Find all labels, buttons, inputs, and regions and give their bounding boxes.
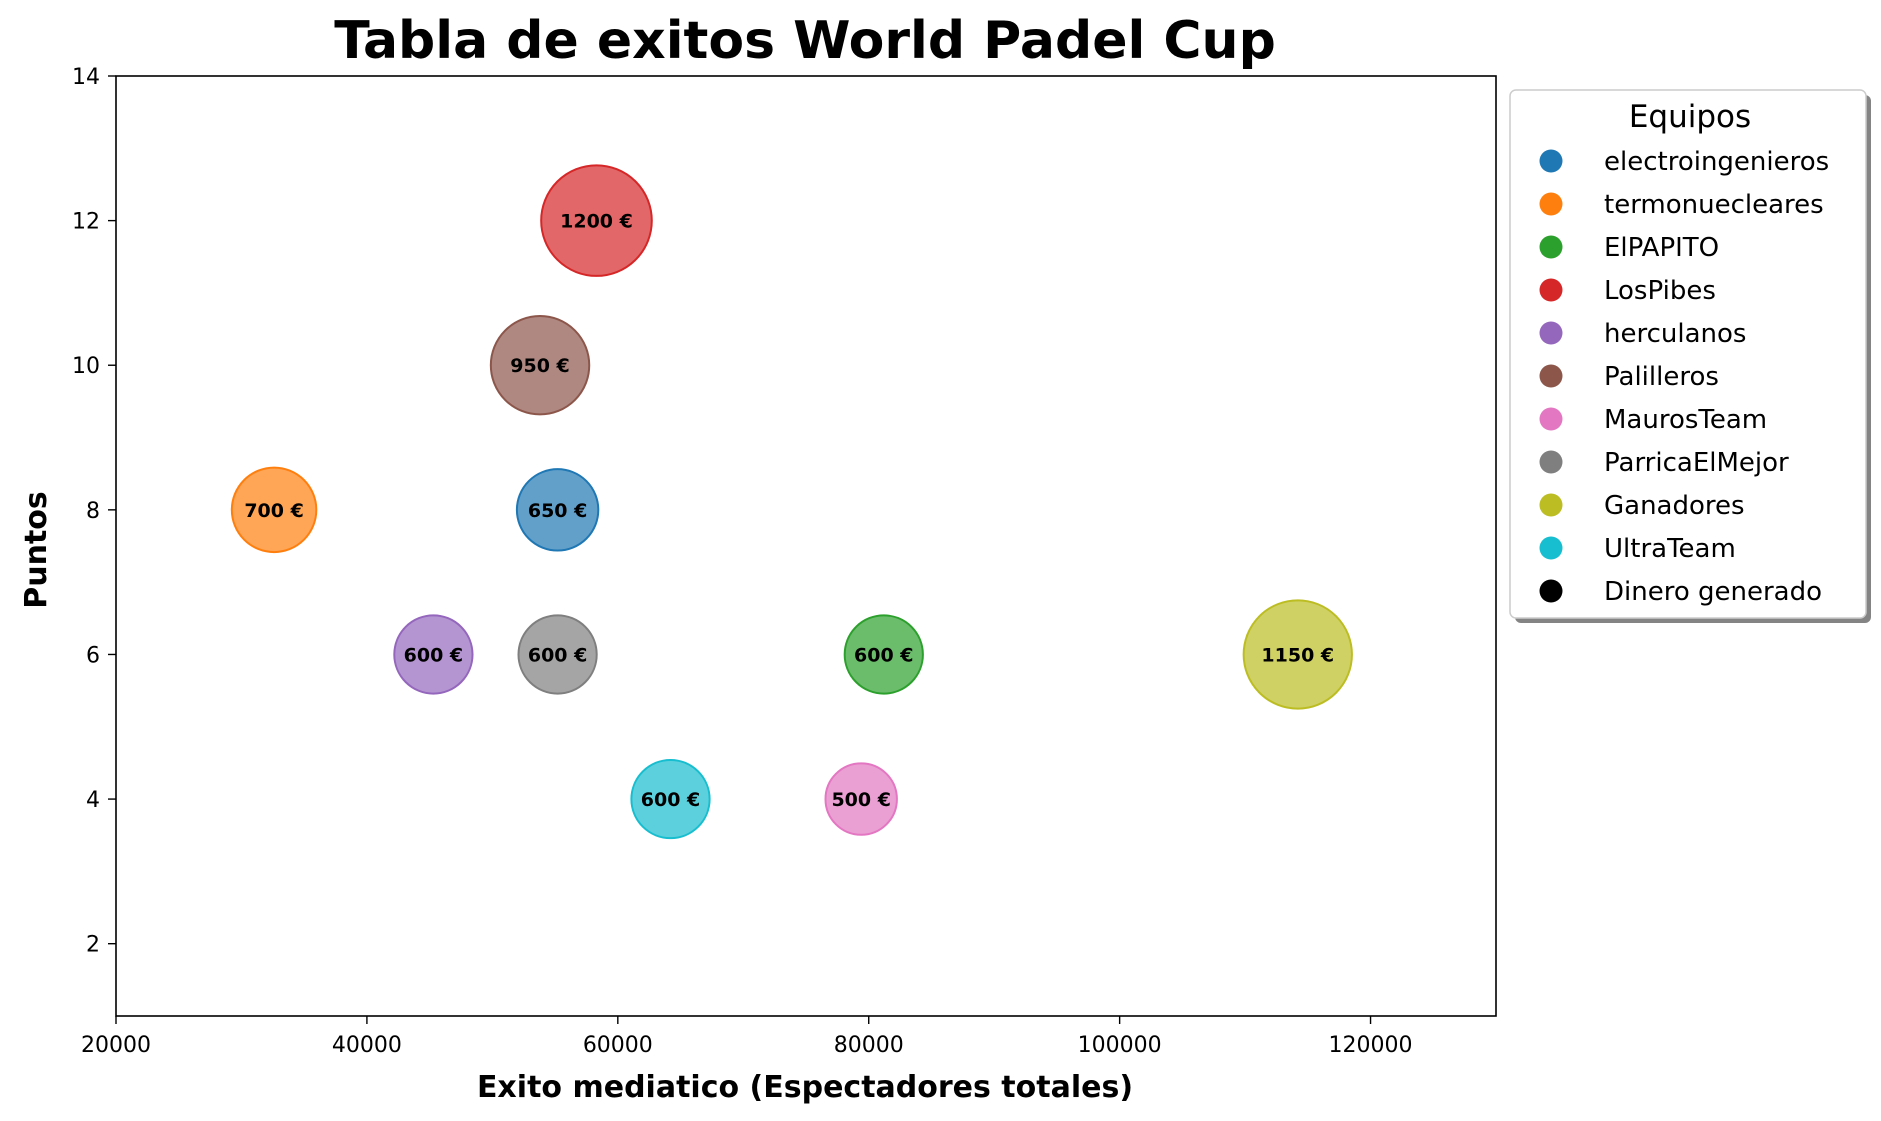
plot-frame	[115, 75, 1497, 1017]
y-tick-label: 2	[86, 933, 100, 958]
bubble-label: 600 €	[854, 644, 914, 666]
bubble-point	[843, 614, 924, 695]
legend-marker	[1539, 450, 1563, 474]
legend-entry: Ganadores	[1604, 491, 1745, 521]
legend-entry: electroingenieros	[1604, 147, 1829, 177]
bubble-point	[517, 614, 598, 695]
bubble-label: 500 €	[831, 789, 891, 811]
legend-marker	[1539, 235, 1563, 259]
legend-entry: LosPibes	[1604, 276, 1716, 306]
bubbles: 650 € 700 € 600 € 1200 € 600 € 950 € 500 € 600 …	[230, 164, 1353, 840]
bubble-label: 950 €	[510, 355, 570, 377]
bubble-point	[630, 758, 711, 840]
y-tick-label: 6	[86, 643, 100, 668]
bubble-label: 1200 €	[560, 211, 633, 233]
legend-marker	[1539, 192, 1563, 216]
y-tick-label: 4	[86, 788, 100, 813]
legend-title: Equipos	[1629, 99, 1751, 135]
legend-box	[1509, 89, 1867, 619]
x-tick-label: 120000	[1329, 1033, 1413, 1058]
bubble-label: 700 €	[244, 500, 304, 522]
legend-entry: herculanos	[1604, 319, 1746, 349]
legend-entry: termonuecleares	[1604, 190, 1824, 220]
legend-marker	[1539, 579, 1563, 603]
bubble-point	[515, 468, 600, 552]
bubble-point	[393, 614, 474, 695]
bubble-point	[1242, 599, 1353, 710]
plot-area	[115, 75, 1497, 1017]
y-tick-label: 12	[72, 210, 100, 235]
bubble-label: 600 €	[641, 789, 701, 811]
legend-entry: UltraTeam	[1604, 534, 1736, 564]
y-axis-label: Puntos	[19, 491, 54, 609]
legend: Equipos electroingenieros termonuecleares E…	[1509, 89, 1871, 623]
y-tick-label: 8	[86, 499, 100, 524]
legend-marker	[1539, 278, 1563, 302]
x-axis: 20000 40000 60000 80000 100000 120000	[81, 1016, 1413, 1058]
y-tick-label: 10	[72, 354, 100, 379]
legend-entry: Dinero generado	[1604, 577, 1822, 607]
bubble-point	[230, 466, 318, 554]
bubble-point	[489, 315, 591, 416]
bubble-point	[824, 762, 898, 836]
x-tick-label: 80000	[834, 1033, 904, 1058]
bubble-label: 600 €	[404, 644, 464, 666]
legend-marker	[1539, 407, 1563, 431]
legend-entry: ElPAPITO	[1604, 233, 1719, 263]
x-tick-label: 60000	[583, 1033, 653, 1058]
legend-marker	[1539, 364, 1563, 388]
legend-marker	[1539, 493, 1563, 517]
x-tick-label: 100000	[1078, 1033, 1162, 1058]
bubble-label: 1150 €	[1261, 644, 1334, 666]
legend-entry: Palilleros	[1604, 362, 1719, 392]
y-axis: 2 4 6 8 10 12 14	[72, 65, 116, 958]
legend-marker	[1539, 149, 1563, 173]
legend-entry: MaurosTeam	[1604, 405, 1767, 435]
chart-title: Tabla de exitos World Padel Cup	[334, 11, 1276, 71]
legend-marker	[1539, 536, 1563, 560]
legend-entry: ParricaElMejor	[1604, 448, 1789, 478]
bubble-point	[540, 164, 653, 277]
x-tick-label: 40000	[332, 1033, 402, 1058]
x-tick-label: 20000	[81, 1033, 151, 1058]
bubble-label: 600 €	[528, 644, 588, 666]
legend-marker	[1539, 321, 1563, 345]
bubble-label: 650 €	[528, 500, 588, 522]
y-tick-label: 14	[72, 65, 100, 90]
x-axis-label: Exito mediatico (Espectadores totales)	[477, 1070, 1133, 1105]
